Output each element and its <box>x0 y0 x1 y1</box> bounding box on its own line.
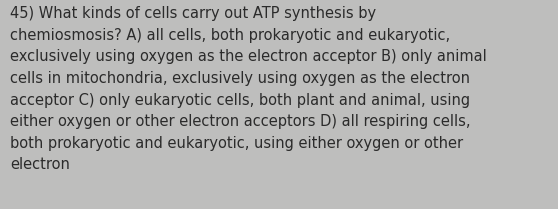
Text: 45) What kinds of cells carry out ATP synthesis by
chemiosmosis? A) all cells, b: 45) What kinds of cells carry out ATP sy… <box>10 6 487 172</box>
